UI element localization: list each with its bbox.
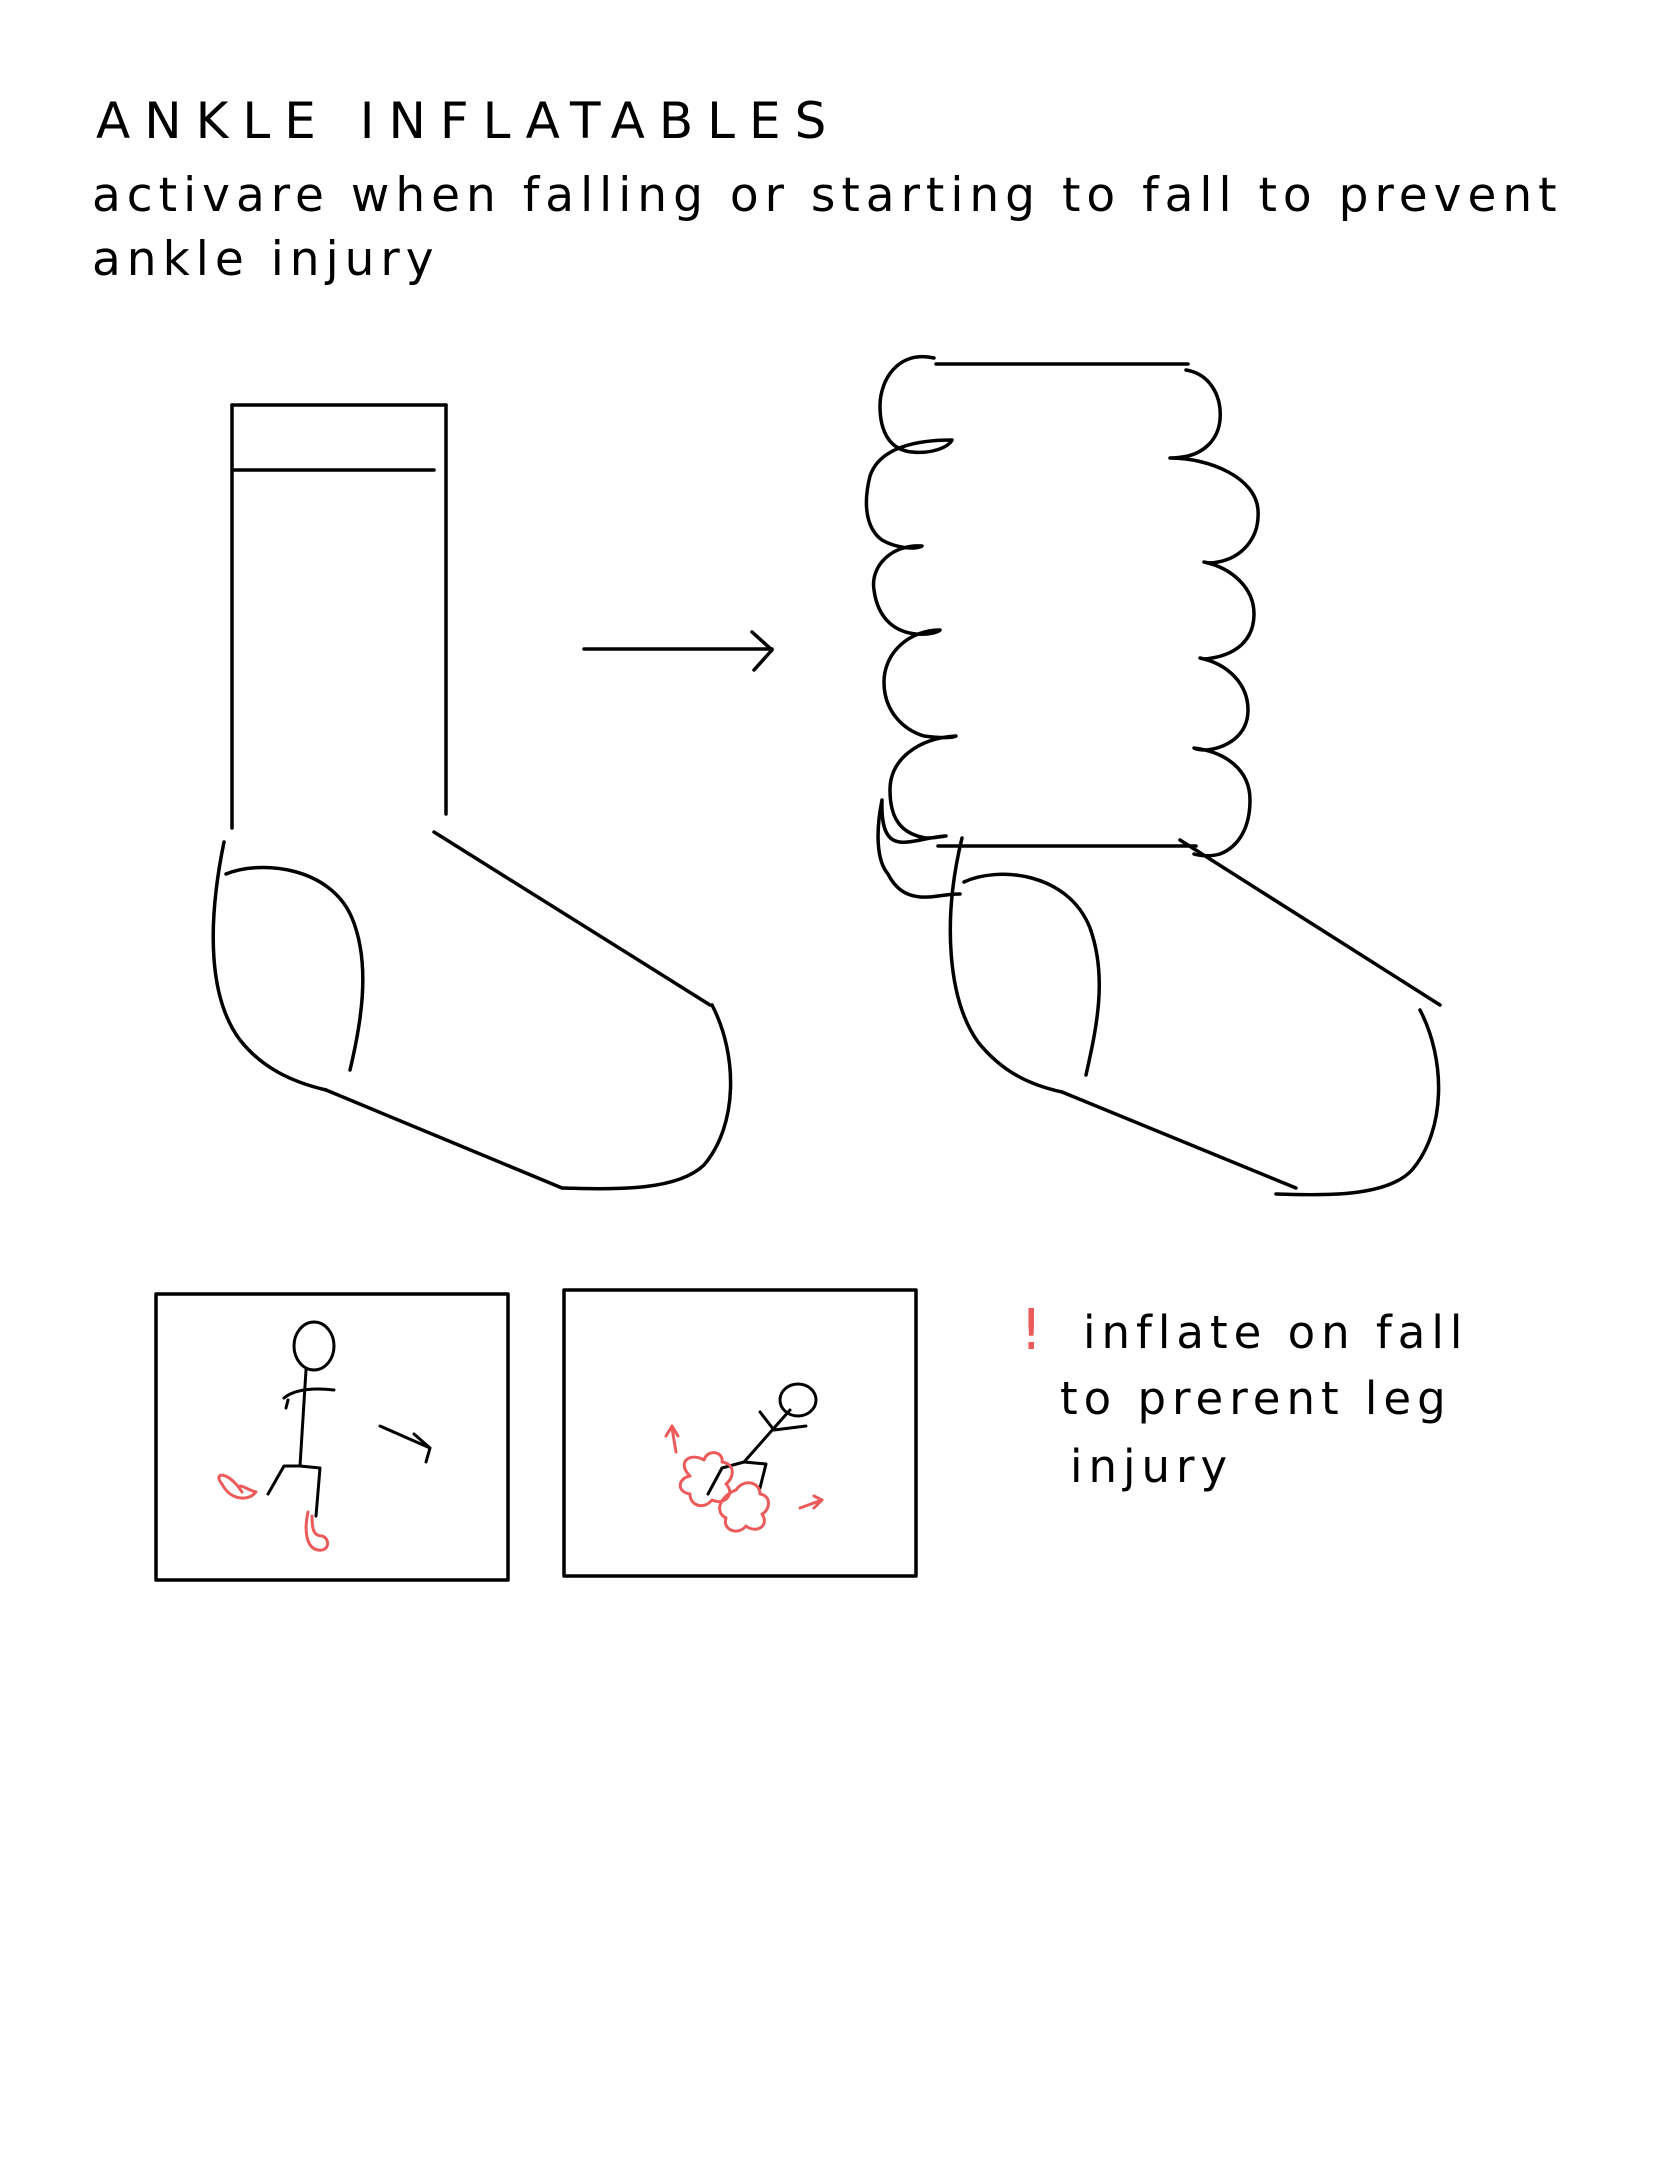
inflatable-bubbles-left xyxy=(864,354,962,899)
stick-figure-falling xyxy=(706,1382,818,1496)
inflated-instep-line xyxy=(1178,838,1442,1007)
inflated-heel-outline xyxy=(948,836,1064,1094)
sketch-title: ANKLE INFLATABLES xyxy=(96,92,841,150)
figure-arms xyxy=(758,1410,808,1432)
inflated-heel-patch xyxy=(962,872,1102,1077)
inflated-shoe-front xyxy=(304,1510,329,1552)
figure-body xyxy=(298,1368,308,1468)
transform-arrow xyxy=(582,630,774,672)
inflated-ankle-marks xyxy=(217,1473,329,1552)
inflated-toe-curve xyxy=(1274,1008,1441,1197)
description-line-1: activare when falling or starting to fal… xyxy=(92,168,1563,223)
sock-heel-patch xyxy=(224,865,365,1072)
sock-heel-outline xyxy=(211,840,328,1092)
inflated-shoe-back xyxy=(217,1473,258,1500)
sock-instep-line xyxy=(432,830,712,1007)
burst-cluster-right xyxy=(718,1481,770,1533)
frame-1-border xyxy=(154,1292,510,1582)
figure-head xyxy=(292,1320,336,1372)
sock-sole-line xyxy=(324,1088,564,1190)
figure-head xyxy=(778,1382,818,1418)
inflated-ankle-marks xyxy=(664,1424,824,1533)
inflatable-bubbles-right xyxy=(1168,368,1260,858)
burst-arrow-right xyxy=(798,1494,824,1510)
figure-leg-front xyxy=(298,1464,322,1518)
burst-cluster-left xyxy=(678,1451,734,1508)
storyboard-frame-2 xyxy=(562,1288,918,1578)
figure-arms xyxy=(282,1387,336,1410)
sock-normal xyxy=(211,403,733,1191)
frame-2-border xyxy=(562,1288,918,1578)
note-line-3: injury xyxy=(1070,1440,1234,1493)
storyboard-frame-1 xyxy=(154,1292,510,1582)
sock-inflated xyxy=(864,354,1442,1197)
motion-arrow xyxy=(378,1424,432,1464)
exclamation-marker: ! xyxy=(1020,1298,1043,1363)
burst-arrow-up xyxy=(664,1424,680,1454)
figure-leg-back xyxy=(266,1464,302,1496)
description-line-2: ankle injury xyxy=(92,232,440,287)
note-line-1: inflate on fall xyxy=(1083,1306,1469,1359)
inflated-sole-line xyxy=(1060,1090,1298,1190)
figure-legs xyxy=(706,1460,768,1496)
stick-figure-running xyxy=(266,1320,432,1518)
sock-toe-curve xyxy=(560,1003,733,1191)
figure-body xyxy=(742,1408,792,1464)
note-line-2: to prerent leg xyxy=(1060,1372,1452,1425)
